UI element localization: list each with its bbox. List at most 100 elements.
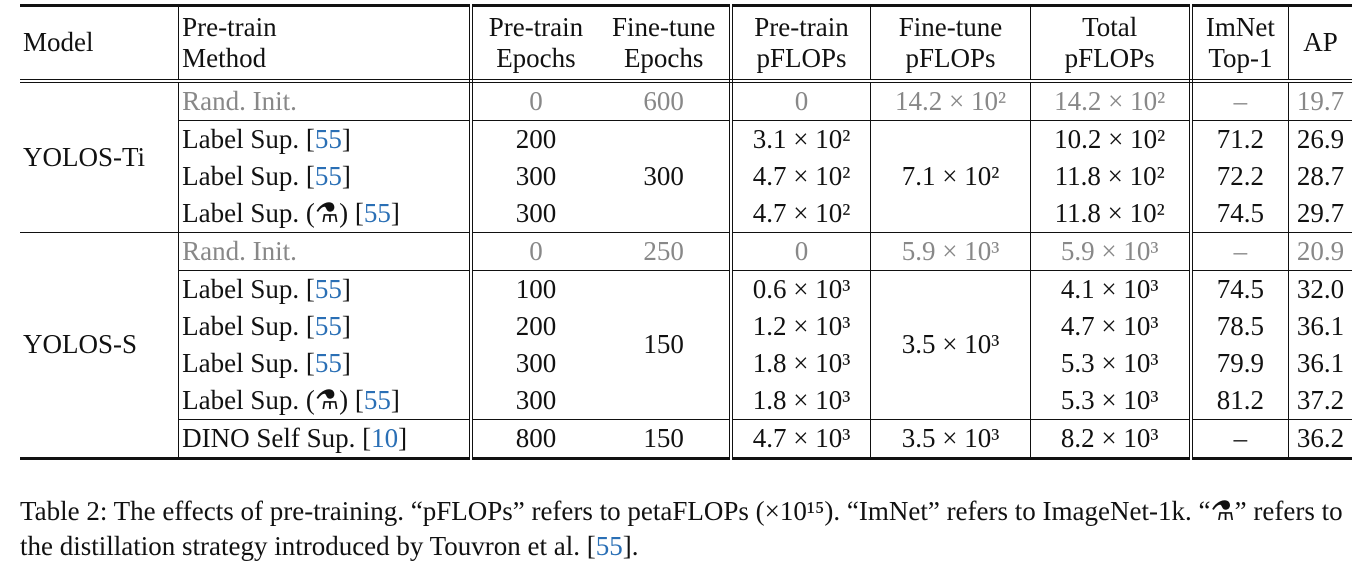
finetune-epochs-cell: 150 [598,270,733,420]
pretrain-epochs-cell: 300 [515,160,557,191]
header-line: Fine-tune [611,11,716,42]
ap-cell: 29.7 [1296,197,1345,228]
finetune-pflops-cell: 7.1 × 10² [870,120,1031,233]
top1-cell: – [1190,232,1290,271]
finetune-epochs-cell: 300 [598,120,733,233]
pretrain-epochs-cell: 300 [515,347,557,378]
header-line: Pre-train [488,11,584,42]
total-pflops-cell: 11.8 × 10² [1030,158,1193,195]
method-cell: Label Sup. (⚗) [55] [178,195,474,233]
header-line: pFLOPs [1064,43,1155,73]
finetune-pflops-cell: 5.9 × 10³ [870,232,1031,271]
method-cell: DINO Self Sup. [10] [178,419,474,460]
total-pflops-cell: 4.7 × 10³ [1030,308,1193,345]
top1-cell: 79.9 [1190,345,1290,382]
header-cell: Fine-tune pFLOPs [870,4,1031,83]
total-pflops-cell: 14.2 × 10² [1030,81,1193,121]
header-line: Model [23,27,94,58]
results-table: Model Pre-train Method Pre-train Epochs Fine-… [20,4,1352,460]
total-pflops-cell: 10.2 × 10² [1030,120,1193,158]
ap-cell: 20.9 [1288,232,1352,271]
ap-cell: 28.7 [1296,160,1345,191]
pretrain-pflops-cell: 4.7 × 10³ [730,419,872,460]
table-row: Label Sup. [55] 300 1.8 × 10³ 5.3 × 10³ 79.9… [20,345,1352,382]
method-cell: Label Sup. [55] [178,120,474,158]
model-cell: YOLOS-S [20,232,180,460]
method-cell: Rand. Init. [178,81,474,121]
total-pflops-cell: 4.1 × 10³ [1030,270,1193,308]
total-pflops-cell: 5.3 × 10³ [1030,382,1193,420]
total-pflops-cell: 5.3 × 10³ [1030,345,1193,382]
finetune-pflops-cell: 3.5 × 10³ [870,270,1031,420]
method-cell: Label Sup. (⚗) [55] [178,382,474,420]
ap-cell: 36.2 [1288,419,1352,460]
header-row: Model Pre-train Method Pre-train Epochs Fine-… [20,4,1352,83]
header-cell: Total pFLOPs [1030,4,1193,83]
ap-cell: 19.7 [1296,85,1345,116]
finetune-pflops-cell: 3.5 × 10³ [870,419,1031,460]
method-cell: Label Sup. [55] [178,270,474,308]
pretrain-epochs-cell: 200 [471,120,599,158]
pretrain-pflops-cell: 3.1 × 10² [730,120,872,158]
finetune-epochs-cell: 150 [598,419,733,460]
header-line: Top-1 [1208,43,1273,73]
pretrain-epochs-cell: 0 [529,85,543,116]
table-body: YOLOS-Ti Rand. Init. 0 600 0 14.2 × 10² 14.2 ×… [20,81,1352,460]
header-cell: Pre-train Method [178,4,474,83]
top1-cell: 71.2 [1190,120,1290,158]
top1-cell: 72.2 [1190,158,1290,195]
table-row: YOLOS-Ti Rand. Init. 0 600 0 14.2 × 10² 14.2 ×… [20,81,1352,233]
table-row: Label Sup. [55] 200 1.2 × 10³ 4.7 × 10³ 78.5… [20,308,1352,345]
top1-cell: – [1190,81,1290,121]
pretrain-pflops-cell: 1.2 × 10³ [730,308,872,345]
pretrain-pflops-cell: 0.6 × 10³ [730,270,872,308]
header-line: pFLOPs [905,43,996,73]
pretrain-epochs-cell: 100 [471,270,599,308]
finetune-pflops-cell: 14.2 × 10² [870,81,1031,121]
pretrain-pflops-cell: 4.7 × 10² [730,195,872,233]
table-row: Label Sup. [55] 200 300 3.1 × 10² 7.1 × 10² 1… [20,120,1352,233]
top1-cell: 81.2 [1190,382,1290,420]
method-cell: Label Sup. [55] [178,308,474,345]
finetune-epochs-cell: 600 [598,81,733,121]
finetune-epochs-cell: 250 [598,232,733,271]
header-line: Total [1082,11,1138,42]
total-pflops-cell: 8.2 × 10³ [1030,419,1193,460]
header-cell: Pre-train pFLOPs [730,4,872,83]
header-cell: Fine-tune Epochs [598,4,733,83]
pretrain-epochs-cell: 300 [515,197,557,228]
header-line: Epochs [623,43,704,73]
ap-cell: 26.9 [1288,120,1352,158]
header-cell: Pre-train Epochs [471,4,599,83]
header-cell: Model [20,4,180,83]
header-cell: AP [1288,4,1352,83]
header-line: pFLOPs [756,43,847,73]
pretrain-pflops-cell: 0 [730,81,872,121]
ap-cell: 32.0 [1288,270,1352,308]
pretrain-epochs-cell: 300 [515,384,557,415]
ap-cell: 36.1 [1296,347,1345,378]
model-cell: YOLOS-Ti [20,81,180,233]
header-line: Epochs [496,43,576,73]
header-line: AP [1303,27,1338,58]
header-line: Pre-train [754,11,849,42]
header-line: Method [182,43,267,73]
ap-cell: 37.2 [1296,384,1345,415]
method-cell: Label Sup. [55] [178,345,474,382]
total-pflops-cell: 5.9 × 10³ [1030,232,1193,271]
header-cell: ImNet Top-1 [1190,4,1290,83]
header-line: ImNet [1205,11,1275,42]
table-row: Label Sup. [55] 300 4.7 × 10² 11.8 × 10² 72.… [20,158,1352,195]
pretrain-pflops-cell: 1.8 × 10³ [730,345,872,382]
pretrain-pflops-cell: 4.7 × 10² [730,158,872,195]
table-row: YOLOS-S Rand. Init. 0 250 0 5.9 × 10³ 5.9 × 10… [20,232,1352,460]
header-line: Fine-tune [898,11,1003,42]
caption: Table 2: The effects of pre-training. “p… [20,496,1343,562]
top1-cell: 74.5 [1190,195,1290,233]
table-row: Label Sup. (⚗) [55] 300 1.8 × 10³ 5.3 × 10³… [20,382,1352,420]
table-row: DINO Self Sup. [10] 800 150 4.7 × 10³ 3.5 × … [20,419,1352,460]
pretrain-epochs-cell: 200 [515,310,557,341]
top1-cell: 74.5 [1190,270,1290,308]
pretrain-epochs-cell: 0 [471,232,599,271]
